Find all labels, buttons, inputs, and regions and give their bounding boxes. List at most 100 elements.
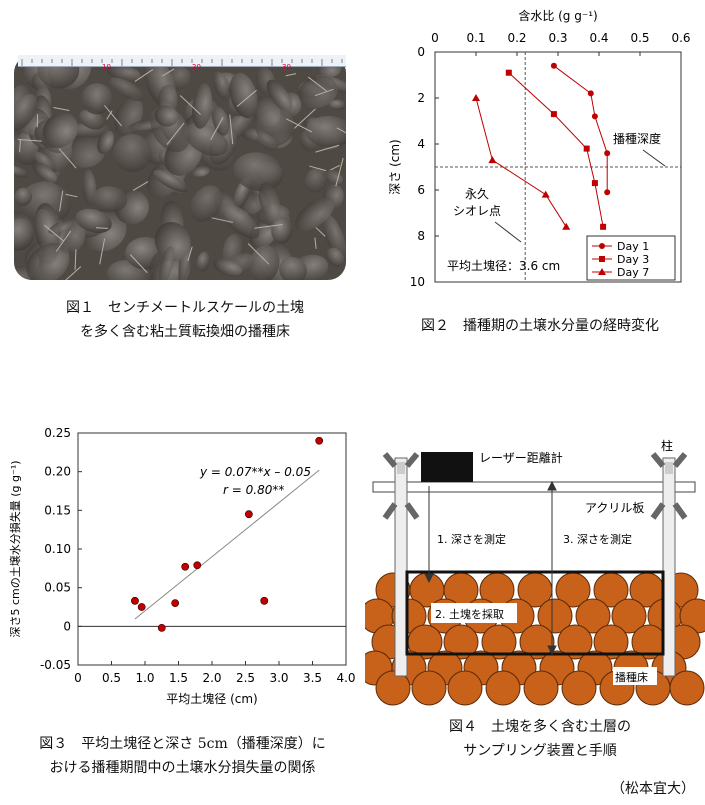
step2-label: 2. 土塊を採取 bbox=[435, 607, 504, 621]
straw-fragment bbox=[293, 108, 316, 129]
straw-fragment bbox=[55, 230, 72, 252]
fig3-data-point bbox=[157, 623, 166, 632]
soil-clod bbox=[65, 133, 106, 168]
fig3-data-point bbox=[131, 596, 139, 605]
fig2-x-axis-label: 含水比 (g g⁻¹) bbox=[518, 8, 597, 23]
fig2-y-tick-label: 10 bbox=[410, 275, 425, 289]
soil-clod bbox=[258, 182, 281, 223]
fig3-regression-line bbox=[134, 469, 320, 620]
wilting-point-annotation-line2: シオレ点 bbox=[453, 204, 501, 218]
fig3-y-tick-label: 0.10 bbox=[44, 542, 71, 556]
straw-fragment bbox=[134, 69, 154, 82]
figure4-caption-line2: サンプリング装置と手順 bbox=[463, 743, 617, 759]
soil-photo-art bbox=[14, 55, 346, 280]
soil-clod bbox=[79, 109, 105, 130]
fig3-data-point bbox=[137, 603, 146, 611]
straw-fragment bbox=[307, 76, 328, 92]
fig2-data-point bbox=[591, 180, 598, 187]
wilting-point-annotation-line1: 永久 bbox=[465, 187, 489, 201]
soil-clod bbox=[190, 164, 210, 177]
soil-clod-sphere bbox=[561, 670, 597, 706]
straw-fragment bbox=[309, 165, 327, 172]
fig3-data-point bbox=[244, 510, 253, 519]
soil-clod bbox=[266, 79, 293, 112]
fig3-x-tick-label: 1.0 bbox=[135, 671, 154, 685]
figure4-caption: 図４ 土塊を多く含む土層の サンプリング装置と手順 bbox=[380, 715, 700, 763]
straw-fragment bbox=[58, 148, 77, 169]
author-credit: （松本宜大） bbox=[611, 781, 695, 797]
straw-fragment bbox=[53, 106, 70, 112]
figure1-caption-line1: 図１ センチメートルスケールの土塊 bbox=[66, 300, 304, 316]
fig2-x-tick-label: 0 bbox=[431, 31, 439, 45]
fig3-x-tick-label: 4.0 bbox=[336, 671, 355, 685]
seedbed-label-bg bbox=[613, 667, 657, 685]
soil-clod bbox=[189, 185, 223, 223]
soil-clod-sphere bbox=[375, 670, 411, 706]
fig2-legend-label: Day 1 bbox=[617, 240, 649, 253]
soil-clod bbox=[298, 75, 338, 109]
straw-fragment bbox=[286, 118, 313, 133]
fig2-data-point bbox=[604, 150, 611, 157]
fig3-y-tick-label: 0.15 bbox=[44, 503, 71, 517]
fig3-y-tick-label: 0.25 bbox=[44, 426, 71, 440]
fig2-data-point bbox=[604, 189, 611, 196]
soil-clod bbox=[196, 251, 210, 272]
fig2-data-point bbox=[541, 190, 550, 198]
soil-clod bbox=[219, 203, 260, 239]
sampling-frame bbox=[405, 570, 665, 656]
fig2-series-line bbox=[475, 97, 567, 228]
fig2-legend-marker bbox=[599, 256, 605, 262]
soil-clod-sphere bbox=[485, 670, 521, 706]
fig3-data-point bbox=[193, 561, 202, 570]
fig3-data-point bbox=[315, 436, 324, 445]
soil-clod bbox=[32, 162, 57, 183]
soil-clod bbox=[107, 65, 141, 81]
soil-clod bbox=[154, 221, 191, 262]
fig2-data-point bbox=[591, 113, 598, 120]
soil-clod-sphere bbox=[575, 598, 611, 634]
centimeter-ruler: 10 20 30 bbox=[18, 55, 346, 71]
fig2-y-axis-label: 深さ (cm) bbox=[388, 139, 402, 194]
soil-clod bbox=[14, 93, 38, 131]
soil-clod bbox=[304, 167, 328, 193]
figure1-caption: 図１ センチメートルスケールの土塊 を多く含む粘土質転換畑の播種床 bbox=[20, 296, 350, 344]
straw-fragment bbox=[65, 193, 78, 198]
mean-clod-annotation: 平均土塊径：3.6 cm bbox=[447, 258, 560, 273]
soil-photo bbox=[14, 55, 346, 280]
wilting-point-leader bbox=[494, 221, 522, 243]
laser-label: レーザー距離計 bbox=[479, 450, 563, 465]
figure4-diagram: レーザー距離計 柱 アクリル板 1. 深さを測定 2. 土塊を採取 3. 深さを… bbox=[365, 438, 705, 706]
straw-fragment bbox=[129, 254, 148, 274]
fig3-regression-equation: y = 0.07**x – 0.05 bbox=[199, 465, 311, 479]
fig2-data-point bbox=[505, 69, 512, 76]
soil-clod-sphere bbox=[611, 598, 647, 634]
straw-fragment bbox=[65, 266, 82, 280]
fig2-legend-label: Day 7 bbox=[617, 266, 649, 279]
fig3-x-tick-label: 0 bbox=[74, 671, 82, 685]
figure3-caption: 図３ 平均土塊径と深さ 5cm（播種深度）に おける播種期間中の土壌水分損失量の… bbox=[10, 732, 355, 780]
soil-clod bbox=[233, 152, 284, 192]
fig3-data-point bbox=[171, 599, 180, 608]
step1-label: 1. 深さを測定 bbox=[437, 532, 506, 546]
soil-clod bbox=[33, 151, 56, 173]
fig2-series-day-1 bbox=[550, 62, 611, 196]
straw-fragment bbox=[104, 105, 123, 127]
fig3-y-tick-label: 0.20 bbox=[44, 465, 71, 479]
straw-fragment bbox=[335, 157, 344, 187]
straw-fragment bbox=[43, 224, 64, 242]
fig3-data-point bbox=[181, 562, 190, 571]
figure3-chart: 0 0.5 1.0 1.5 2.0 2.5 3.0 3.5 4.0-0.0500.050.100… bbox=[8, 426, 355, 706]
soil-clod bbox=[154, 105, 179, 127]
soil-clod bbox=[213, 71, 229, 100]
straw-fragment bbox=[187, 246, 193, 262]
fig2-data-point bbox=[472, 94, 480, 101]
straw-fragment bbox=[132, 181, 149, 191]
straw-fragment bbox=[236, 89, 257, 107]
figure2-caption-line: 図２ 播種期の土壌水分量の経時変化 bbox=[421, 318, 659, 334]
soil-clod-sphere bbox=[411, 670, 447, 706]
soil-clod bbox=[326, 247, 345, 267]
soil-clod bbox=[279, 256, 307, 280]
laser-rangefinder-icon bbox=[421, 452, 473, 482]
fig2-legend-label: Day 3 bbox=[617, 253, 649, 266]
fig2-data-point bbox=[488, 156, 497, 164]
